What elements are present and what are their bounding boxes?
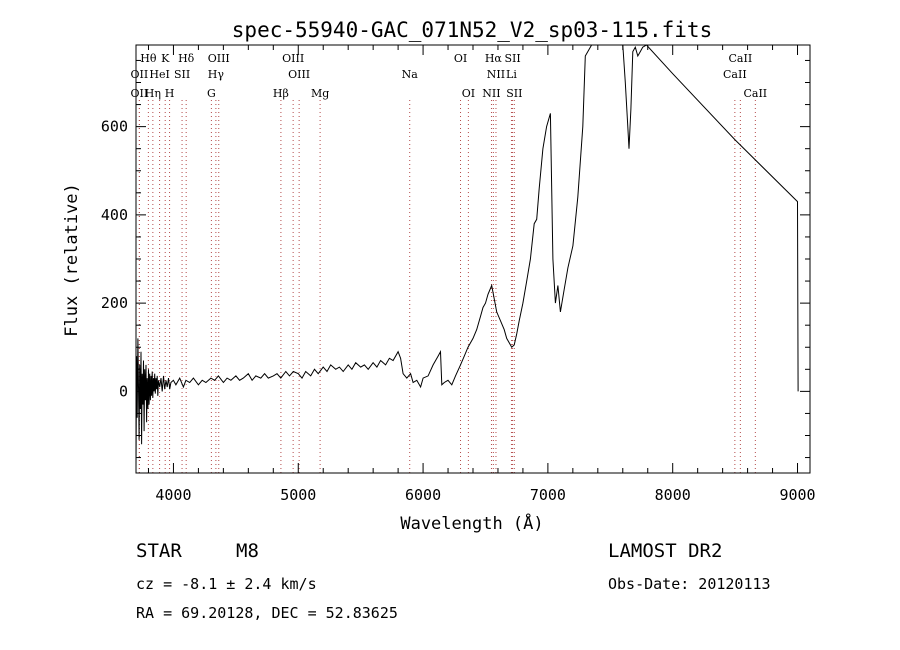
line-label: SII: [504, 52, 520, 65]
coordinates: RA = 69.20128, DEC = 52.83625: [136, 604, 398, 622]
line-label: G: [207, 87, 216, 100]
x-axis-ticks: 4000 5000 6000 7000 8000 9000: [147, 45, 816, 504]
spectrum-line: [135, 44, 799, 467]
x-tick-label: 5000: [280, 486, 316, 504]
x-tick-label: 9000: [779, 486, 815, 504]
line-label: NII: [482, 87, 500, 100]
line-label: Hθ: [140, 52, 157, 65]
x-tick-label: 8000: [655, 486, 691, 504]
x-tick-label: 4000: [155, 486, 191, 504]
line-label: CaII: [743, 87, 767, 100]
y-axis-label: Flux (relative): [62, 183, 82, 337]
observation-date: Obs-Date: 20120113: [608, 575, 771, 593]
line-label: H: [165, 87, 175, 100]
line-label: CaII: [723, 68, 747, 81]
line-label: CaII: [729, 52, 753, 65]
line-label: K: [161, 52, 170, 65]
y-axis-ticks: 0 200 400 600: [101, 59, 810, 459]
line-label: Na: [402, 68, 419, 81]
line-label: Hα: [485, 52, 503, 65]
line-label: Hη: [145, 87, 161, 100]
line-label: Hγ: [208, 68, 225, 81]
line-label: Hβ: [273, 87, 289, 100]
line-label: OIII: [288, 68, 310, 81]
y-tick-label: 400: [101, 206, 128, 224]
object-subclass: M8: [236, 540, 259, 562]
emission-line-markers: [138, 100, 756, 473]
line-label: OI: [462, 87, 475, 100]
line-label: OIII: [282, 52, 304, 65]
line-label: Li: [506, 68, 517, 81]
line-label: Mg: [311, 87, 329, 100]
line-label: OI: [454, 52, 467, 65]
x-axis-label: Wavelength (Å): [400, 512, 543, 534]
line-label: SII: [174, 68, 190, 81]
y-tick-label: 200: [101, 294, 128, 312]
line-label: SII: [506, 87, 522, 100]
plot-frame: [135, 44, 811, 474]
redshift-cz: cz = -8.1 ± 2.4 km/s: [136, 575, 317, 593]
line-label: NII: [487, 68, 505, 81]
y-tick-label: 0: [119, 382, 128, 400]
chart-title: spec-55940-GAC_071N52_V2_sp03-115.fits: [232, 18, 712, 42]
line-label: HeI: [149, 68, 169, 81]
y-tick-label: 600: [101, 118, 128, 136]
line-label: OIII: [208, 52, 230, 65]
survey-name: LAMOST DR2: [608, 540, 723, 562]
line-label: OII: [131, 68, 149, 81]
x-tick-label: 7000: [530, 486, 566, 504]
line-label: OII: [131, 87, 149, 100]
line-label: Hδ: [178, 52, 195, 65]
x-tick-label: 6000: [405, 486, 441, 504]
object-class: STAR: [136, 540, 182, 562]
